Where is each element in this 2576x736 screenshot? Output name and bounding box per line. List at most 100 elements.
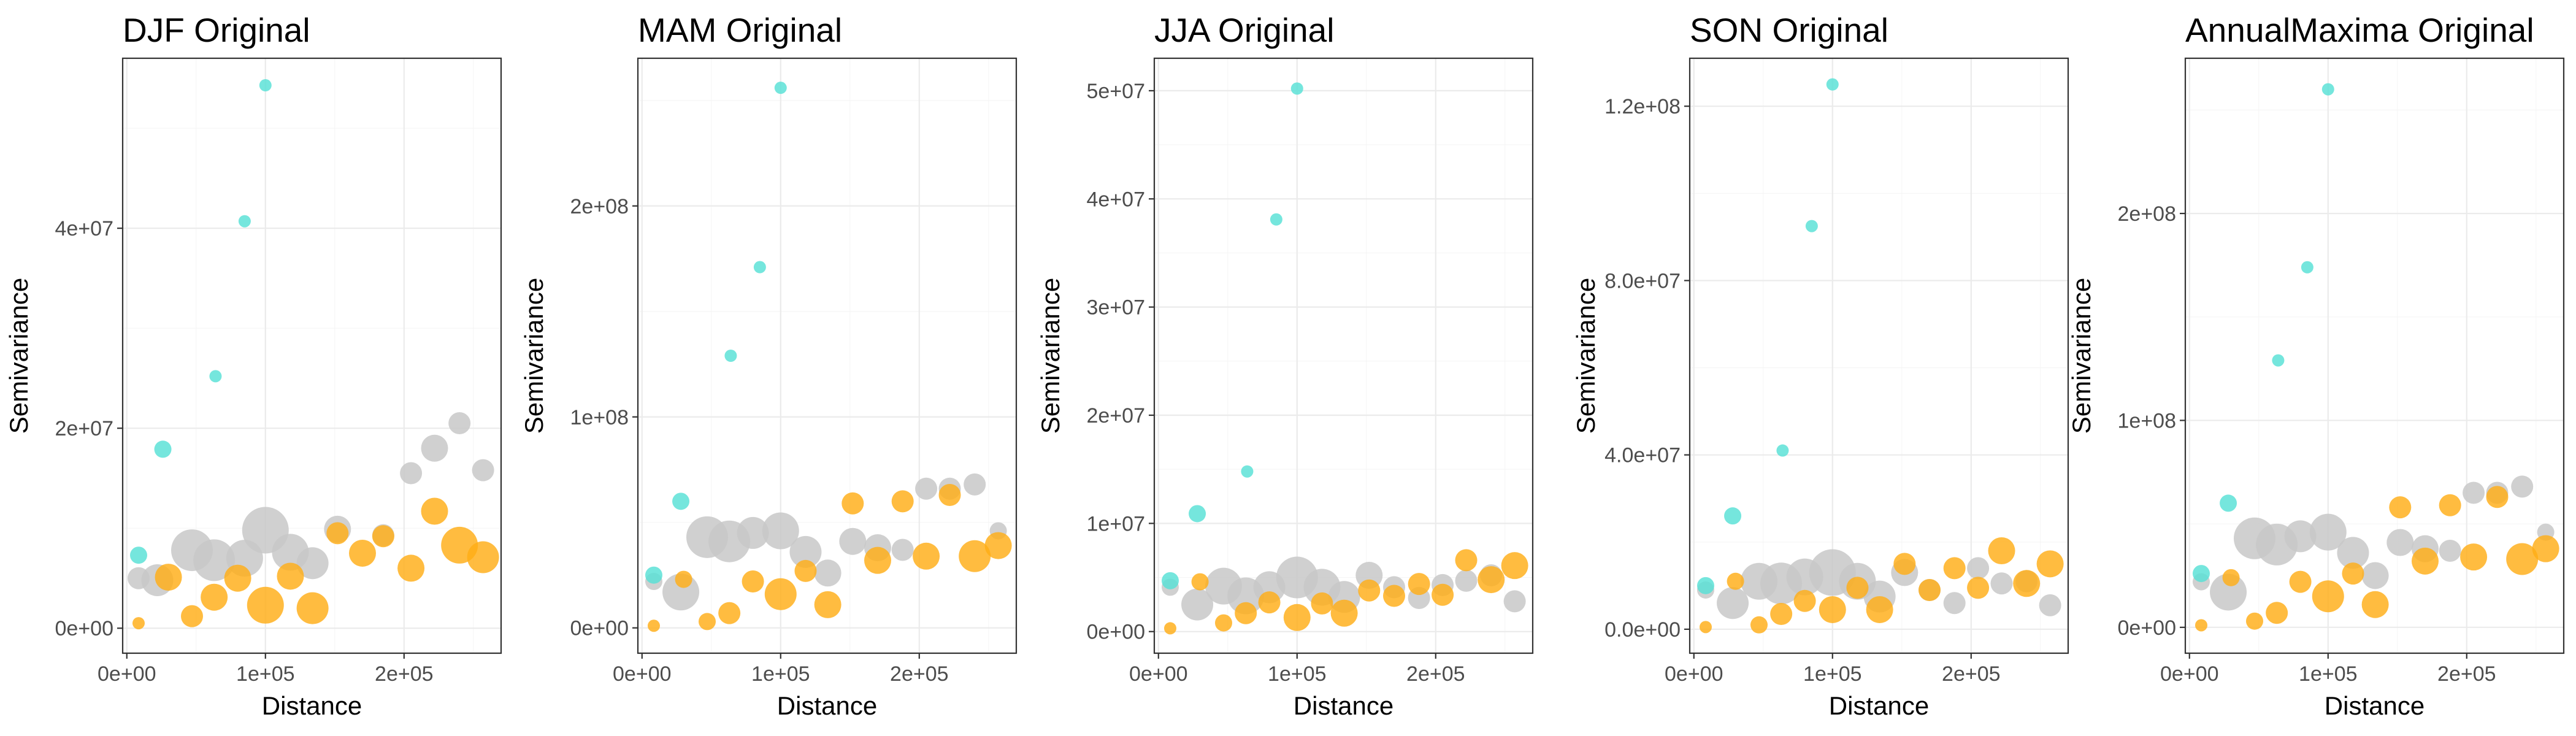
point-orange — [1283, 604, 1311, 631]
point-cyan — [774, 82, 787, 94]
y-tick-label: 0e+00 — [570, 617, 629, 640]
point-cyan — [753, 261, 766, 274]
point-orange — [1770, 603, 1793, 626]
point-grey — [2337, 537, 2369, 569]
y-tick-label: 2e+07 — [55, 417, 114, 440]
x-tick-label: 0e+00 — [98, 662, 156, 686]
y-axis-label: Semivariance — [519, 278, 548, 434]
point-grey — [2309, 513, 2347, 551]
y-tick-label: 2e+08 — [570, 195, 629, 218]
point-grey — [1990, 572, 2013, 595]
panel-frame — [2184, 57, 2565, 654]
point-cyan — [2272, 354, 2285, 367]
point-orange — [132, 617, 145, 630]
x-axis-label: Distance — [1829, 691, 1929, 720]
point-orange — [647, 619, 660, 632]
y-axis-label: Semivariance — [4, 278, 33, 434]
point-orange — [913, 542, 940, 570]
point-orange — [891, 490, 914, 513]
x-tick-label: 1e+05 — [1803, 662, 1862, 686]
point-cyan — [2321, 83, 2334, 96]
point-grey — [400, 462, 423, 485]
point-orange — [742, 570, 764, 593]
point-cyan — [724, 350, 737, 362]
point-orange — [201, 583, 228, 611]
point-orange — [1750, 616, 1768, 634]
point-cyan — [1696, 577, 1714, 594]
y-tick-label: 4.0e+07 — [1604, 444, 1681, 467]
x-tick-label: 0e+00 — [1665, 662, 1723, 686]
point-grey — [2511, 475, 2534, 498]
panel-3: 0e+00 1e+05 2e+05 0e+00 1e+07 2e+07 3e+07 4e+07… — [1036, 11, 1534, 720]
point-cyan — [1826, 78, 1839, 91]
point-orange — [181, 605, 204, 627]
point-orange — [938, 484, 961, 507]
y-axis-label: Semivariance — [1036, 278, 1065, 434]
point-grey — [421, 434, 448, 462]
point-orange — [155, 564, 182, 591]
x-tick-label: 0e+00 — [613, 662, 672, 686]
point-orange — [224, 564, 251, 592]
point-orange — [326, 522, 349, 545]
point-cyan — [1724, 507, 1742, 525]
point-orange — [2036, 550, 2064, 578]
y-tick-label: 1.2e+08 — [1604, 95, 1681, 118]
point-orange — [675, 570, 692, 588]
panel-title: SON Original — [1690, 11, 1888, 49]
point-orange — [1311, 592, 1333, 615]
point-cyan — [1805, 220, 1818, 232]
point-orange — [2222, 569, 2240, 586]
y-tick-label: 0e+00 — [2118, 616, 2177, 640]
point-cyan — [2192, 565, 2210, 583]
y-tick-label: 8.0e+07 — [1604, 269, 1681, 293]
point-grey — [737, 516, 769, 549]
y-tick-label: 4e+07 — [1087, 188, 1146, 211]
point-orange — [1215, 614, 1233, 632]
point-orange — [1893, 553, 1916, 575]
point-orange — [2460, 543, 2488, 571]
point-orange — [397, 554, 425, 582]
y-tick-label: 3e+07 — [1087, 296, 1146, 320]
point-orange — [984, 532, 1012, 559]
point-grey — [2361, 562, 2389, 589]
y-tick-label: 2e+07 — [1087, 404, 1146, 427]
point-grey — [1967, 557, 1990, 580]
point-orange — [372, 525, 394, 548]
point-orange — [1943, 557, 1966, 580]
y-tick-label: 1e+08 — [2118, 409, 2177, 432]
point-orange — [2266, 602, 2288, 624]
point-grey — [193, 539, 236, 581]
y-tick-label: 5e+07 — [1087, 80, 1146, 103]
point-grey — [891, 539, 914, 561]
point-cyan — [672, 493, 690, 510]
point-grey — [296, 547, 329, 580]
point-grey — [789, 535, 822, 568]
y-tick-label: 2e+08 — [2118, 202, 2177, 226]
point-cyan — [645, 566, 662, 584]
point-orange — [2486, 486, 2509, 508]
point-grey — [839, 527, 867, 555]
point-grey — [1181, 588, 1214, 621]
point-grey — [2463, 481, 2485, 504]
point-grey — [964, 473, 986, 496]
point-orange — [794, 559, 817, 582]
y-axis-label: Semivariance — [2067, 278, 2096, 434]
point-orange — [699, 613, 716, 631]
x-tick-label: 1e+05 — [2299, 662, 2358, 686]
point-orange — [1191, 573, 1209, 591]
panel-frame — [1153, 57, 1534, 654]
x-tick-label: 2e+05 — [2437, 662, 2496, 686]
point-orange — [2439, 494, 2461, 516]
y-tick-label: 4e+07 — [55, 217, 114, 240]
point-orange — [841, 492, 864, 515]
point-grey — [1455, 569, 1478, 592]
point-orange — [1358, 579, 1381, 602]
point-orange — [1918, 578, 1941, 601]
point-grey — [814, 559, 841, 587]
point-orange — [1866, 596, 1893, 623]
y-axis-label: Semivariance — [1571, 278, 1600, 434]
point-orange — [2361, 591, 2389, 618]
x-tick-label: 0e+00 — [1129, 662, 1188, 686]
point-orange — [1432, 583, 1454, 606]
